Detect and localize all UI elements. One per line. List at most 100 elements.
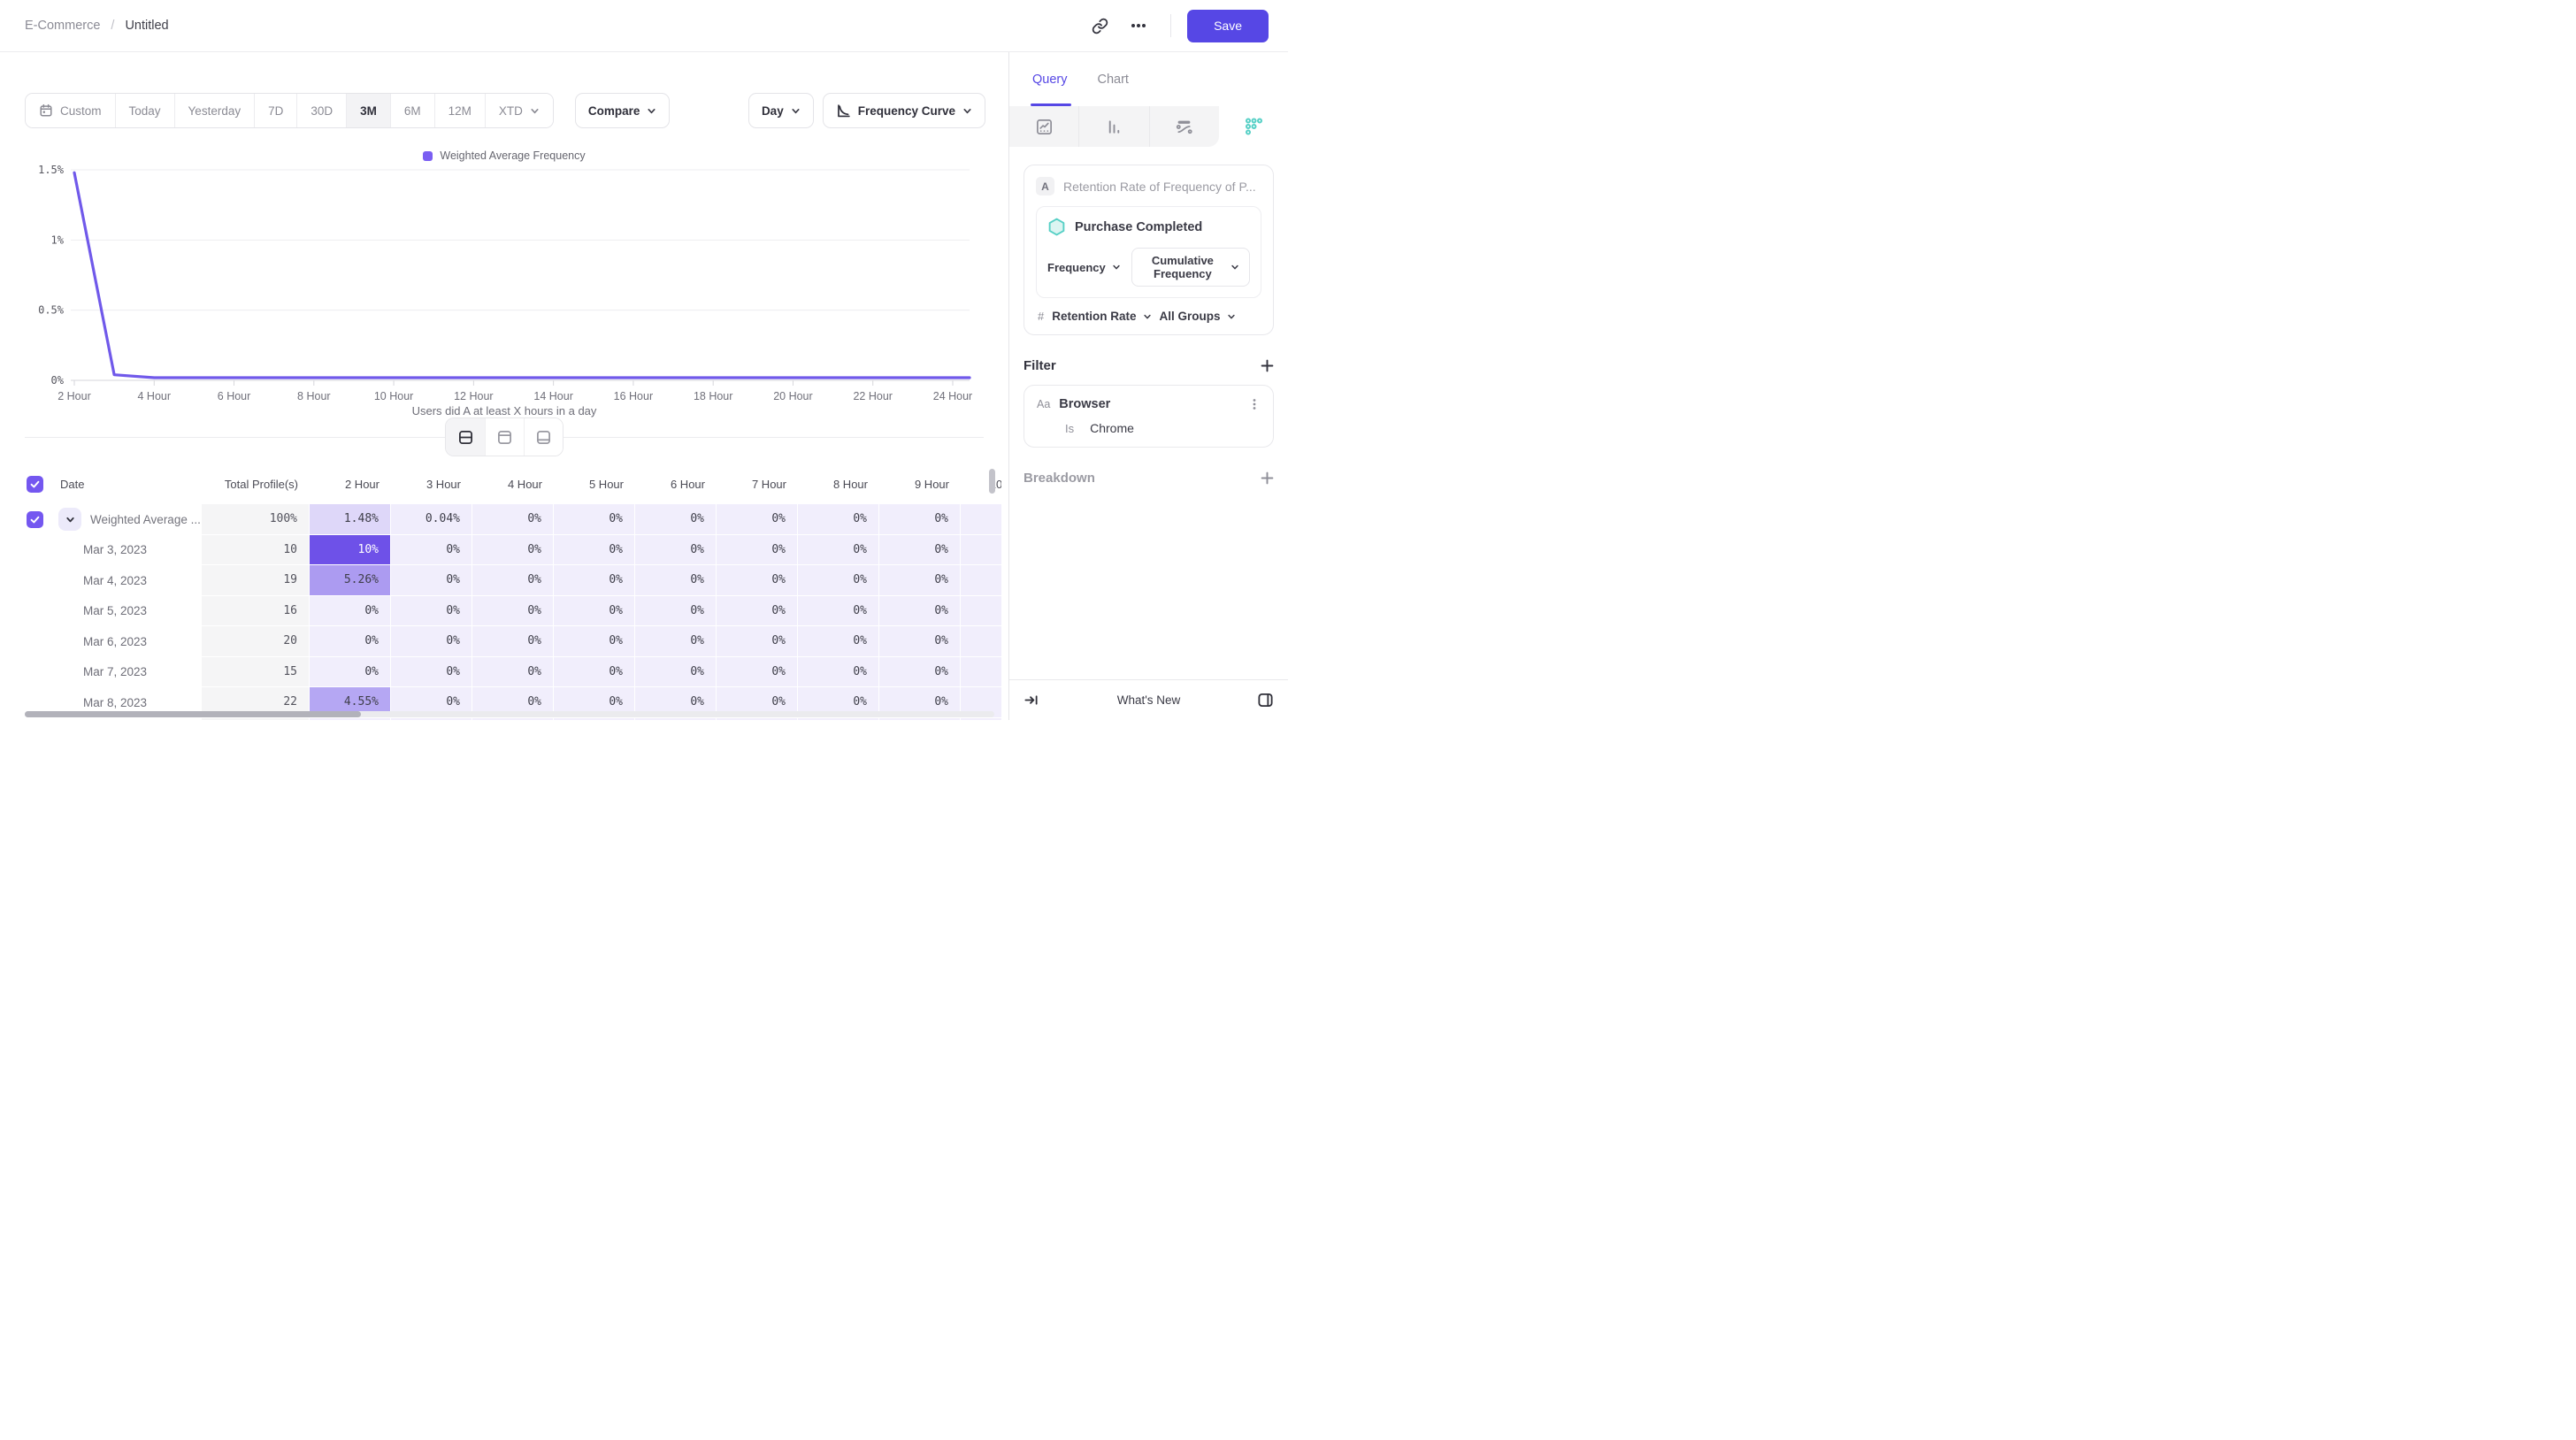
chart-style-button[interactable]: Frequency Curve [822,93,985,128]
add-filter-button[interactable] [1261,359,1274,372]
layout-split-button[interactable] [446,418,485,456]
table-row[interactable]: Mar 4, 2023 19 5.26% 0% 0% 0% 0% 0% 0% 0% [25,565,1001,596]
range-xtd[interactable]: XTD [484,94,553,127]
total-profiles-cell[interactable]: 10 [202,534,310,565]
retention-cell[interactable] [879,717,961,720]
retention-cell[interactable]: 0% [798,626,879,657]
retention-cell[interactable] [961,626,1001,657]
table-row[interactable]: Mar 5, 2023 16 0% 0% 0% 0% 0% 0% 0% 0% [25,595,1001,626]
retention-cell[interactable]: 0% [879,534,961,565]
retention-cell[interactable]: 0% [472,656,554,687]
filter-menu-button[interactable] [1248,398,1261,410]
retention-cell[interactable]: 0% [717,534,798,565]
table-row[interactable]: Weighted Average ... 100% 1.48% 0.04% 0% 0% 0%… [25,504,1001,535]
retention-cell[interactable] [961,504,1001,535]
table-horizontal-scrollbar[interactable] [25,711,994,717]
chart-legend[interactable]: Weighted Average Frequency [25,149,984,162]
retention-cell[interactable] [717,717,798,720]
collapse-panel-button[interactable] [1024,693,1039,708]
range-yesterday[interactable]: Yesterday [173,94,255,127]
breadcrumb-title[interactable]: Untitled [125,19,169,33]
range-custom[interactable]: Custom [26,94,115,127]
retention-cell[interactable] [961,595,1001,626]
table-row[interactable]: Mar 7, 2023 15 0% 0% 0% 0% 0% 0% 0% 0% [25,656,1001,687]
retention-cell[interactable] [310,717,391,720]
total-profiles-cell[interactable]: 100% [202,504,310,535]
retention-cell[interactable]: 0% [717,504,798,535]
layout-table-only-button[interactable] [524,418,563,456]
retention-cell[interactable] [961,534,1001,565]
retention-cell[interactable]: 5.26% [310,565,391,596]
filter-value[interactable]: Chrome [1090,421,1134,435]
range-30d[interactable]: 30D [296,94,347,127]
retention-cell[interactable]: 0% [879,565,961,596]
retention-cell[interactable]: 0% [717,626,798,657]
toggle-side-panel-button[interactable] [1257,692,1274,709]
retention-cell[interactable]: 0% [391,626,472,657]
chart-type-funnels[interactable] [1079,106,1150,147]
retention-cell[interactable]: 0% [472,595,554,626]
retention-cell[interactable]: 0% [472,504,554,535]
retention-cell[interactable]: 0% [879,626,961,657]
retention-cell[interactable]: 0% [391,534,472,565]
retention-cell[interactable]: 0% [391,656,472,687]
retention-cell[interactable]: 0% [472,626,554,657]
retention-cell[interactable]: 0% [879,504,961,535]
retention-cell[interactable]: 0% [391,595,472,626]
total-profiles-cell[interactable]: 20 [202,626,310,657]
retention-cell[interactable]: 0% [310,626,391,657]
range-7d[interactable]: 7D [254,94,297,127]
retention-cell[interactable]: 0% [391,565,472,596]
event-card[interactable]: Purchase Completed Frequency Cumulative … [1036,206,1261,298]
filter-operator[interactable]: Is [1065,421,1075,435]
retention-cell[interactable]: 0% [554,656,635,687]
retention-cell[interactable] [961,717,1001,720]
retention-cell[interactable]: 0% [472,565,554,596]
metric-dropdown[interactable]: Retention Rate [1052,310,1151,323]
more-options-button[interactable] [1123,10,1154,42]
range-12m[interactable]: 12M [433,94,485,127]
retention-cell[interactable] [961,656,1001,687]
retention-cell[interactable]: 0% [798,595,879,626]
retention-cell[interactable]: 0% [554,504,635,535]
retention-cell[interactable]: 0% [635,656,717,687]
range-3m[interactable]: 3M [346,94,390,127]
retention-cell[interactable]: 0% [554,595,635,626]
retention-cell[interactable]: 0% [635,626,717,657]
frequency-dropdown[interactable]: Frequency [1047,261,1121,274]
whats-new-link[interactable]: What's New [1116,693,1181,707]
retention-cell[interactable]: 0% [798,656,879,687]
breadcrumb-project[interactable]: E-Commerce [25,19,101,33]
retention-cell[interactable]: 10% [310,534,391,565]
vertical-scrollbar-thumb[interactable] [989,469,995,494]
retention-cell[interactable]: 0% [472,534,554,565]
chart-type-retention[interactable] [1218,106,1288,147]
retention-cell[interactable]: 0% [717,565,798,596]
retention-cell[interactable]: 0% [635,534,717,565]
retention-cell[interactable] [961,565,1001,596]
total-profiles-cell[interactable] [202,717,310,720]
retention-cell[interactable]: 1.48% [310,504,391,535]
frequency-type-dropdown[interactable]: Cumulative Frequency [1131,248,1250,287]
expand-row-button[interactable] [58,508,81,532]
retention-cell[interactable]: 0% [310,595,391,626]
retention-cell[interactable] [635,717,717,720]
retention-cell[interactable]: 0% [554,534,635,565]
query-header[interactable]: A Retention Rate of Frequency of P... [1036,177,1261,195]
tab-chart[interactable]: Chart [1098,52,1129,106]
add-breakdown-button[interactable] [1261,471,1274,485]
filter-property[interactable]: Browser [1059,397,1111,411]
retention-cell[interactable]: 0% [554,565,635,596]
filter-card[interactable]: Aa Browser Is Chrome [1024,385,1274,448]
retention-cell[interactable]: 0% [798,534,879,565]
share-link-button[interactable] [1084,10,1116,42]
checkbox-checked[interactable] [27,475,43,493]
retention-cell[interactable]: 0% [635,565,717,596]
granularity-button[interactable]: Day [748,93,814,128]
total-profiles-cell[interactable]: 16 [202,595,310,626]
retention-cell[interactable]: 0% [717,656,798,687]
retention-cell[interactable]: 0% [717,595,798,626]
retention-cell[interactable]: 0% [554,626,635,657]
horizontal-scrollbar-thumb[interactable] [25,711,361,717]
table-row[interactable]: Mar 6, 2023 20 0% 0% 0% 0% 0% 0% 0% 0% [25,626,1001,657]
